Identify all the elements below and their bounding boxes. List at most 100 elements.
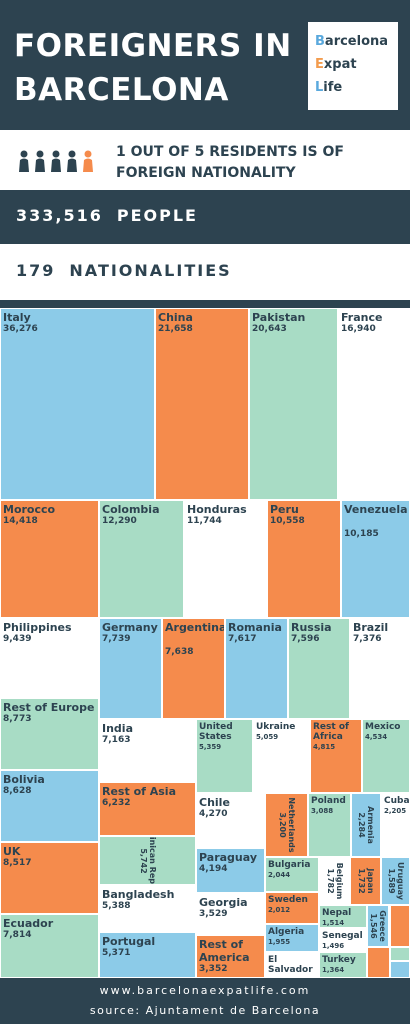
- tile-label: Dominican Republic 5,742: [138, 837, 157, 884]
- treemap-tile-portugal: Portugal 5,371: [99, 932, 196, 978]
- logo-line-3: Life: [315, 80, 342, 95]
- tile-value: 3,088: [311, 807, 334, 815]
- treemap-tile-netherlands: Netherlands 3,200: [265, 793, 308, 857]
- tile-value: 7,596: [291, 634, 320, 644]
- logo-word-1: arcelona: [324, 34, 389, 49]
- tile-label: Armenia 2,284: [357, 806, 375, 844]
- tile-name: India: [102, 722, 133, 735]
- treemap-tile-united-states: United States 5,359: [196, 719, 253, 793]
- tile-name: Italy: [3, 311, 31, 324]
- page-title: FOREIGNERS IN BARCELONA: [14, 24, 294, 112]
- tile-name: Ecuador: [3, 917, 54, 930]
- tile-name: Philippines: [3, 621, 72, 634]
- logo-line-1: Barcelona: [315, 34, 388, 49]
- tile-name: Romania: [228, 621, 282, 634]
- treemap-tile-sweden: Sweden 2,012: [265, 892, 319, 924]
- tile-name: Senegal: [322, 931, 363, 941]
- tile-value: 1,364: [322, 966, 345, 974]
- people-stat: 333,516 PEOPLE: [16, 206, 198, 225]
- tile-name: Russia: [291, 621, 332, 634]
- tile-value: 5,059: [256, 733, 279, 741]
- tile-value: 20,643: [252, 324, 287, 334]
- tile-name: Mexico: [365, 722, 401, 732]
- tile-name: Morocco: [3, 503, 56, 516]
- treemap-tile-el-salvador: El Salvador1,886: [265, 952, 319, 978]
- tile-value: 1,732: [356, 868, 366, 894]
- treemap-tile-russia: Russia 7,596: [288, 618, 350, 719]
- tile-value: 2,012: [268, 906, 291, 914]
- treemap-tile-ecuador: Ecuador 7,814: [0, 914, 99, 978]
- tile-value: 1,514: [322, 919, 345, 927]
- treemap-tile-rest-of-europe: Rest of Europe 8,773: [0, 698, 99, 770]
- tile-name: Portugal: [102, 935, 156, 948]
- tile-name: Germany: [102, 621, 158, 634]
- treemap-tile-china: China 21,658: [155, 308, 249, 500]
- treemap-tile-poland: Poland 3,088: [308, 793, 351, 857]
- tile-value: 5,742: [138, 847, 148, 874]
- tile-value: 2,044: [268, 871, 291, 879]
- treemap-tile-belgium: Belgium 1,782: [319, 857, 350, 905]
- tile-value: 7,163: [102, 735, 131, 745]
- treemap-tile-romania: Romania 7,617: [225, 618, 288, 719]
- tile-value: 1,589: [386, 868, 396, 894]
- tile-value: 2,205: [384, 807, 407, 815]
- separator: [0, 300, 410, 308]
- treemap-tile-ukraine: Ukraine 5,059: [253, 719, 310, 793]
- tile-name: Nepal: [322, 908, 352, 918]
- treemap-tile-senegal: Senegal 1,496: [319, 928, 367, 952]
- treemap-tile-italy: Italy 36,276: [0, 308, 155, 500]
- tile-label: Greece 1,546: [369, 910, 387, 942]
- treemap-tile-armenia: Armenia 2,284: [351, 793, 381, 857]
- tile-value: 7,638: [165, 647, 194, 657]
- tile-value: 8,773: [3, 714, 32, 724]
- tile-name: United States: [199, 722, 233, 742]
- tile-name: Chile: [199, 796, 230, 809]
- nationalities-band: [0, 244, 410, 300]
- website-link[interactable]: www.barcelonaexpatlife.com: [99, 984, 311, 997]
- tile-name: Georgia: [199, 896, 248, 909]
- treemap: Italy 36,276 China 21,658 Pakistan 20,643 Fran…: [0, 308, 410, 978]
- tile-label: Netherlands 3,200: [278, 797, 296, 852]
- treemap-tile-unlabeled-47: [367, 947, 390, 978]
- nationalities-number: 179: [16, 261, 56, 280]
- people-band: [0, 190, 410, 244]
- tile-name: Netherlands: [286, 797, 296, 853]
- tile-name: Poland: [311, 796, 346, 806]
- tile-value: 1,955: [268, 938, 291, 946]
- tile-name: Bulgaria: [268, 860, 311, 870]
- tile-value: 7,814: [3, 930, 32, 940]
- tile-label: Japan 1,732: [357, 868, 375, 893]
- people-number: 333,516: [16, 206, 103, 225]
- people-label: PEOPLE: [116, 206, 198, 225]
- tile-value: 5,371: [102, 948, 131, 958]
- treemap-tile-honduras: Honduras 11,744: [184, 500, 267, 618]
- tile-name: Cuba: [384, 796, 410, 806]
- treemap-tile-rest-of-africa: Rest of Africa 4,815: [310, 719, 362, 793]
- source-note: source: Ajuntament de Barcelona: [89, 1004, 321, 1017]
- tile-value: 3,529: [199, 909, 228, 919]
- treemap-tile-unlabeled-50: [390, 961, 410, 978]
- tile-name: Sweden: [268, 895, 308, 905]
- tile-name: Honduras: [187, 503, 247, 516]
- tile-name: Bolivia: [3, 773, 45, 786]
- logo-letter-e: E: [315, 57, 324, 72]
- treemap-tile-uk: UK 8,517: [0, 842, 99, 914]
- tile-value: 21,658: [158, 324, 193, 334]
- treemap-tile-mexico: Mexico 4,534: [362, 719, 410, 793]
- tile-name: UK: [3, 845, 21, 858]
- tile-name: Pakistan: [252, 311, 306, 324]
- treemap-tile-bulgaria: Bulgaria 2,044: [265, 857, 319, 892]
- tile-value: 3,352: [199, 964, 228, 974]
- tile-name: Algeria: [268, 927, 305, 937]
- tile-name: Rest of Europe: [3, 701, 95, 714]
- tile-name: Brazil: [353, 621, 389, 634]
- tile-name: Rest of Asia: [102, 785, 176, 798]
- treemap-tile-philippines: Philippines 9,439: [0, 618, 99, 698]
- tile-name: Greece: [378, 910, 387, 942]
- tile-value: 6,232: [102, 798, 131, 808]
- tile-name: Rest of America: [199, 938, 250, 964]
- treemap-tile-colombia: Colombia 12,290: [99, 500, 184, 618]
- treemap-tile-turkey: Turkey 1,364: [319, 952, 367, 978]
- tile-name: Belgium: [334, 862, 344, 900]
- tile-value: 12,290: [102, 516, 137, 526]
